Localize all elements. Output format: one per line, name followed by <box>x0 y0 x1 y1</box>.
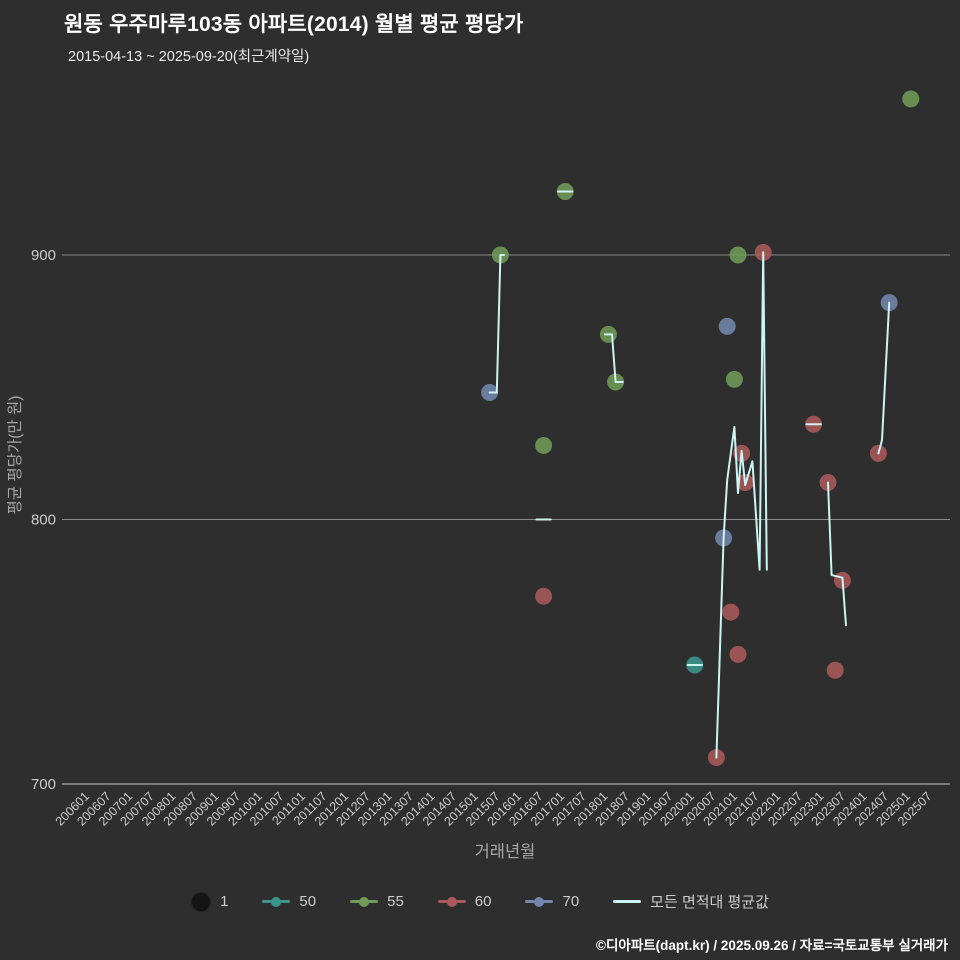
legend-item-55[interactable]: 55 <box>350 893 404 910</box>
legend-item-count[interactable]: 1 <box>191 891 229 912</box>
legend-item-70[interactable]: 70 <box>525 893 579 910</box>
y-axis-title: 평균 평당가(만 원) <box>6 396 24 515</box>
series-marker-icon <box>262 896 291 907</box>
series-marker-icon <box>350 896 379 907</box>
legend-label-60: 60 <box>474 893 492 910</box>
count-marker-icon <box>191 891 212 912</box>
data-point-60 <box>722 603 740 621</box>
copyright-text: ©디아파트(dapt.kr) / 2025.09.26 / 자료=국토교통부 실… <box>596 938 948 953</box>
series-marker-icon <box>437 896 466 907</box>
legend-label-55: 55 <box>387 893 404 910</box>
legend-label-count: 1 <box>220 893 229 910</box>
legend-label-50: 50 <box>299 893 317 910</box>
y-tick-label: 900 <box>31 247 56 264</box>
y-tick-label: 800 <box>31 512 56 529</box>
avg-line-segment <box>827 481 847 627</box>
data-point-60 <box>826 661 844 679</box>
avg-line <box>488 190 891 759</box>
avg-line-segment <box>603 333 624 383</box>
series-marker-icon <box>525 896 554 907</box>
chart-title: 원동 우주마루103동 아파트(2014) 월별 평균 평당가 <box>64 13 524 36</box>
data-point-55 <box>729 246 747 264</box>
data-point-60 <box>729 645 747 663</box>
x-axis-title: 거래년월 <box>475 842 536 861</box>
legend-item-60[interactable]: 60 <box>437 893 492 910</box>
data-point-55 <box>902 90 920 108</box>
chart-header: 원동 우주마루103동 아파트(2014) 월별 평균 평당가 2015-04-… <box>64 8 524 66</box>
data-point-70 <box>718 317 736 335</box>
data-point-55 <box>535 436 553 454</box>
chart-subtitle: 2015-04-13 ~ 2025-09-20(최근계약일) <box>68 49 310 65</box>
x-axis-ticks: 2006012006072007012007072008012008072009… <box>53 789 935 828</box>
avg-line-segment <box>488 254 505 394</box>
legend: 1 50 55 60 70 모든 면적대 평균값 <box>0 891 960 912</box>
avg-line-segment <box>877 301 891 455</box>
y-tick-label: 700 <box>31 776 56 793</box>
legend-item-50[interactable]: 50 <box>262 893 316 910</box>
avg-line-segment <box>715 251 768 759</box>
legend-label-avg: 모든 면적대 평균값 <box>650 894 769 911</box>
gridlines: 700 800 900 <box>31 247 950 793</box>
data-point-55 <box>725 370 743 388</box>
legend-label-70: 70 <box>562 893 580 910</box>
data-point-60 <box>535 587 553 605</box>
avg-line-icon <box>613 897 642 907</box>
legend-item-avg[interactable]: 모든 면적대 평균값 <box>613 891 769 912</box>
